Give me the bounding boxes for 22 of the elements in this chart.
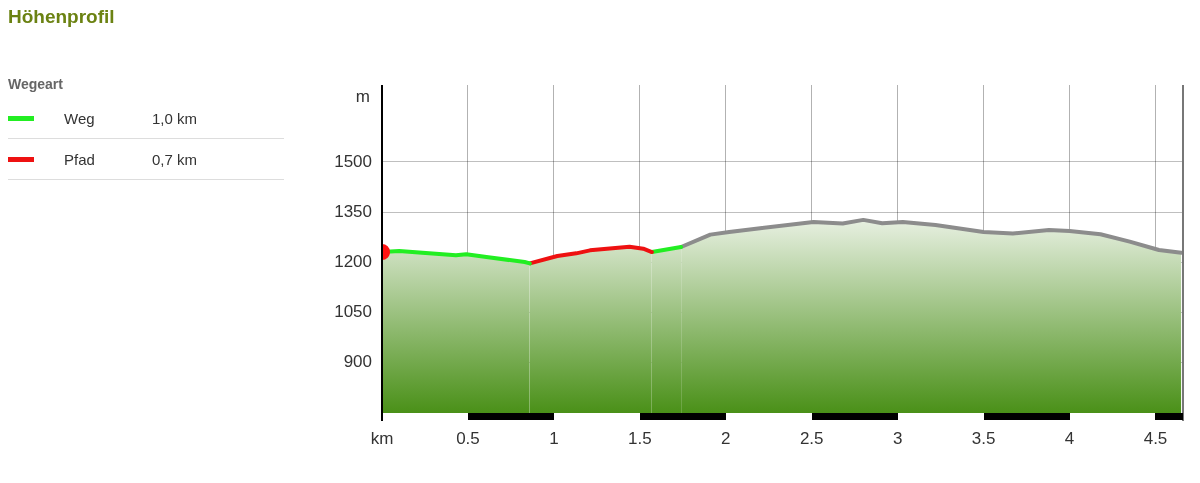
text: 0,7 km [152,150,198,168]
x-tick-label: 2 [721,428,731,448]
x-axis-title: km [370,429,394,449]
text: 1,0 km [152,109,198,127]
x-tick-label: 4.5 [1143,428,1168,448]
legend-label: Weg [64,109,96,127]
x-tick-label: 4 [1064,428,1075,448]
legend-label: Pfad [64,150,96,168]
y-tick-label: 1350 [334,201,372,221]
legend-title: Wegeart [8,76,64,92]
y-axis-title: m [355,86,370,106]
y-tick-label: 1200 [334,252,372,272]
y-tick-label: 900 [343,352,372,372]
text: Höhenprofil [8,6,115,28]
x-tick-label: 3 [892,428,903,448]
x-tick-label: 2.5 [799,428,824,448]
x-tick-label: 0.5 [456,428,480,448]
x-tick-label: 1.5 [628,428,652,448]
x-tick-label: 3.5 [971,428,996,448]
y-tick-label: 1050 [334,302,372,322]
x-tick-label: 1 [549,428,559,448]
y-tick-label: 1500 [334,151,372,171]
